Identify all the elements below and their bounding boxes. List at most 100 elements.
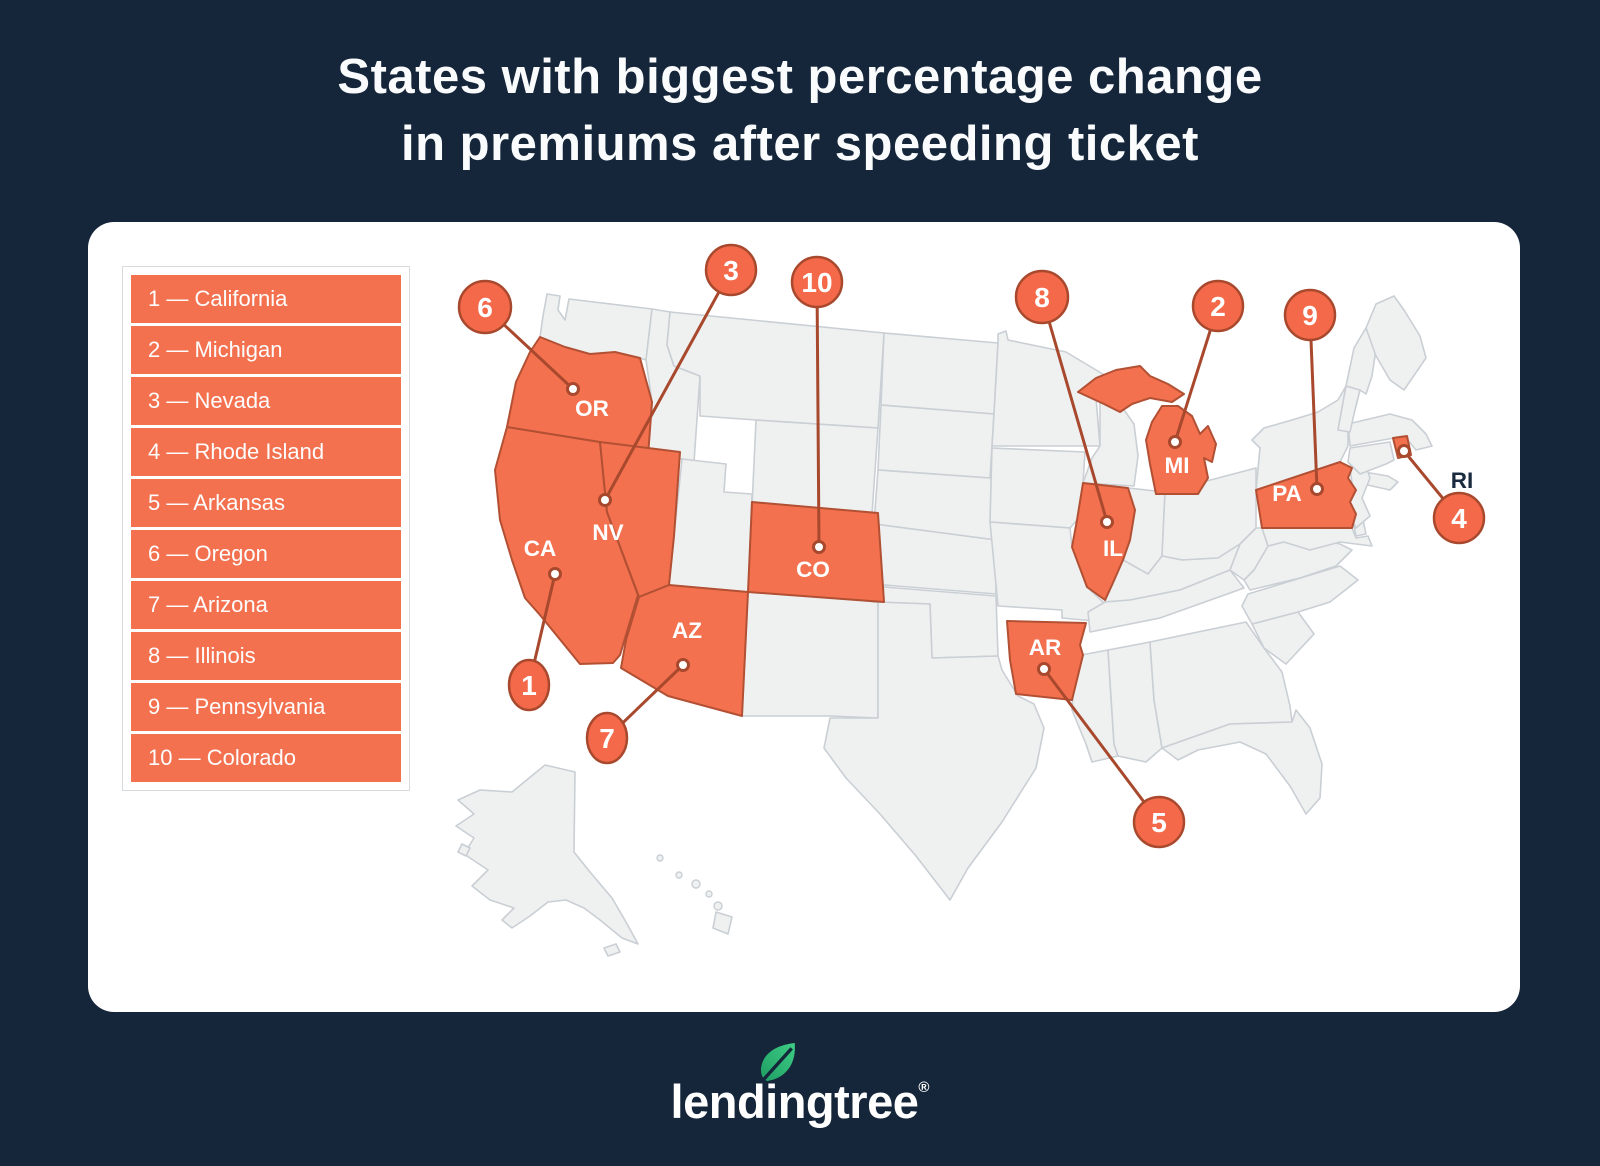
marker-number: 6 <box>477 292 493 323</box>
ri-outside-label: RI <box>1451 468 1474 493</box>
state-dot-or <box>566 382 580 396</box>
leader-line-pa <box>1308 314 1319 490</box>
state-dot-ar <box>1037 662 1051 676</box>
marker-number: 1 <box>521 670 537 701</box>
state-wi <box>1082 399 1139 487</box>
state-wy <box>751 419 879 515</box>
state-dot-nv <box>598 493 612 507</box>
state-oregon <box>506 336 653 457</box>
marker-circle <box>1191 279 1245 333</box>
marker-7: 7 <box>585 711 629 765</box>
marker-circle <box>507 658 551 712</box>
state-dot-pa <box>1310 482 1324 496</box>
state-nc <box>1241 565 1359 625</box>
state-ak_island_1 <box>603 943 621 957</box>
marker-circle <box>585 711 629 765</box>
state-dot-mi <box>1168 435 1182 449</box>
lendingtree-logo: lendingtree® <box>0 1042 1600 1129</box>
page-title-line-1: States with biggest percentage change <box>337 50 1263 104</box>
marker-3: 3 <box>704 243 758 297</box>
marker-circle <box>1132 795 1186 849</box>
marker-number: 7 <box>599 723 615 754</box>
marker-1: 1 <box>507 658 551 712</box>
leader-line-co <box>815 281 821 548</box>
marker-number: 5 <box>1151 807 1167 838</box>
marker-circle <box>1014 269 1070 325</box>
state-hi-island-5 <box>713 901 723 911</box>
state-arizona <box>620 584 749 717</box>
state-ia <box>989 447 1086 529</box>
legend-item-4: 4 — Rhode Island <box>131 428 401 476</box>
state-label-mi: MI <box>1165 453 1190 478</box>
state-label-pa: PA <box>1272 481 1302 506</box>
marker-number: 10 <box>801 267 832 298</box>
state-label-ar: AR <box>1029 635 1062 660</box>
state-hi-island-3 <box>691 879 701 889</box>
marker-circle <box>790 255 844 309</box>
state-me <box>1365 295 1427 391</box>
legend-item-2: 2 — Michigan <box>131 326 401 374</box>
state-ny <box>1251 385 1349 491</box>
state-label-nv: NV <box>592 520 623 545</box>
marker-number: 3 <box>723 255 739 286</box>
state-dot-ri <box>1397 444 1411 458</box>
state-dot-az <box>676 658 690 672</box>
marker-number: 9 <box>1302 300 1318 331</box>
legend-item-10: 10 — Colorado <box>131 734 401 782</box>
state-label-ca: CA <box>524 536 557 561</box>
state-tn <box>1087 569 1245 633</box>
state-nd <box>880 332 999 415</box>
marker-number: 8 <box>1034 282 1050 313</box>
state-dot-il <box>1100 515 1114 529</box>
state-label-il: IL <box>1103 536 1123 561</box>
state-pennsylvania <box>1255 461 1357 529</box>
ranking-legend: 1 — California 2 — Michigan 3 — Nevada 4… <box>122 266 410 791</box>
state-label-or: OR <box>575 396 609 421</box>
marker-2: 2 <box>1191 279 1245 333</box>
page-title-line-2: in premiums after speeding ticket <box>401 117 1199 171</box>
logo-wordmark: lendingtree <box>670 1075 919 1128</box>
state-hi-island-2 <box>675 871 683 879</box>
state-ga <box>1149 621 1293 749</box>
legend-item-6: 6 — Oregon <box>131 530 401 578</box>
state-label-az: AZ <box>672 618 702 643</box>
state-hi_island_big <box>712 911 733 935</box>
marker-5: 5 <box>1132 795 1186 849</box>
state-md <box>1261 527 1373 551</box>
leader-line-ar <box>1042 668 1161 823</box>
registered-mark: ® <box>918 1079 930 1096</box>
marker-9: 9 <box>1283 288 1337 342</box>
leader-line-nv <box>603 269 733 501</box>
state-illinois <box>1071 482 1136 601</box>
marker-circle <box>457 279 513 335</box>
marker-circle <box>1283 288 1337 342</box>
state-vt <box>1337 385 1361 433</box>
state-ut <box>668 458 753 593</box>
state-tx <box>823 601 1045 901</box>
state-dot-co <box>812 540 826 554</box>
marker-6: 6 <box>457 279 513 335</box>
state-michigan_lower <box>1145 405 1217 495</box>
state-nm <box>741 591 879 719</box>
legend-item-7: 7 — Arizona <box>131 581 401 629</box>
state-dot-ca <box>548 567 562 581</box>
marker-number: 4 <box>1451 503 1467 534</box>
state-michigan_upper <box>1077 365 1185 413</box>
marker-circle <box>704 243 758 297</box>
state-nh <box>1345 327 1379 395</box>
marker-10: 10 <box>790 255 844 309</box>
state-hi-island-1 <box>656 854 664 862</box>
marker-8: 8 <box>1014 269 1070 325</box>
marker-number: 2 <box>1210 291 1226 322</box>
legend-item-3: 3 — Nevada <box>131 377 401 425</box>
legend-item-1: 1 — California <box>131 275 401 323</box>
state-ma <box>1347 413 1433 451</box>
legend-item-8: 8 — Illinois <box>131 632 401 680</box>
marker-circle <box>1432 491 1486 545</box>
legend-item-5: 5 — Arkansas <box>131 479 401 527</box>
state-fl <box>1161 709 1323 815</box>
state-ak_island_2 <box>457 843 471 857</box>
page-title: States with biggest percentage change in… <box>0 44 1600 178</box>
